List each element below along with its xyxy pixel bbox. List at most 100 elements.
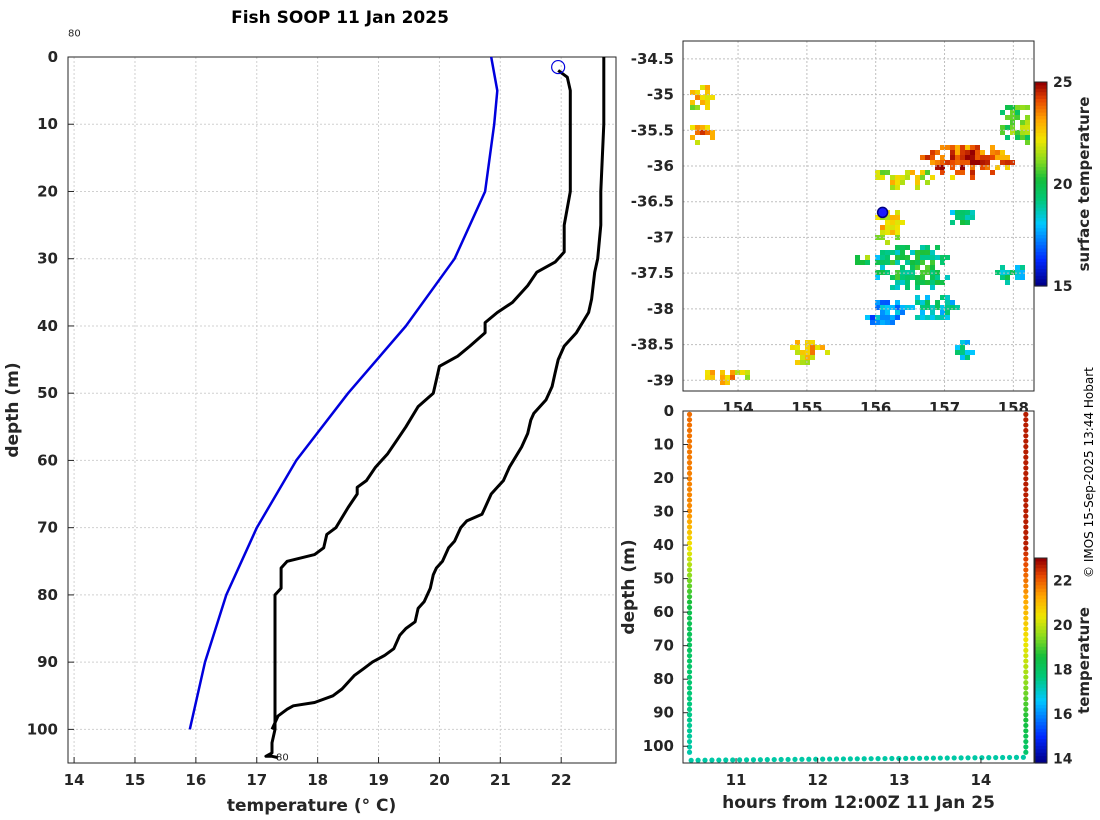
section-point — [686, 529, 693, 535]
section-point — [1023, 615, 1029, 621]
sst-pixel — [945, 255, 950, 260]
section-point — [910, 755, 916, 761]
sst-pixel — [940, 310, 945, 315]
map-colorbar-segment — [1035, 153, 1047, 158]
map-colorbar-tick: 25 — [1053, 75, 1072, 91]
section-point — [1023, 626, 1029, 632]
sst-pixel — [895, 175, 900, 180]
sst-pixel — [900, 270, 905, 275]
section-point — [1023, 706, 1029, 712]
section-point — [730, 757, 736, 763]
section-point — [882, 755, 888, 762]
section-colorbar-segment — [1035, 578, 1047, 583]
section-point — [686, 422, 693, 428]
map-colorbar-segment — [1035, 197, 1047, 202]
profile-ytick-label: 80 — [37, 586, 58, 604]
sst-pixel — [1020, 120, 1025, 125]
sst-pixel — [935, 315, 940, 320]
section-point — [686, 519, 693, 525]
section-colorbar-tick: 18 — [1053, 662, 1072, 678]
map-colorbar-segment — [1035, 163, 1047, 168]
sst-pixel — [955, 305, 960, 310]
section-point — [1023, 679, 1029, 686]
sst-pixel — [805, 360, 810, 365]
section-colorbar-segment — [1035, 646, 1047, 651]
section-point — [1023, 712, 1029, 718]
profile-series-climatology-lower — [264, 69, 572, 760]
sst-pixel — [960, 155, 965, 160]
sst-pixel — [940, 165, 945, 170]
section-point — [686, 460, 693, 466]
section-colorbar-segment — [1035, 657, 1047, 662]
sst-pixel — [905, 305, 910, 310]
section-point — [686, 594, 693, 600]
section-point — [686, 438, 693, 444]
section-point — [1023, 620, 1029, 627]
sst-pixel — [915, 180, 920, 185]
section-point — [686, 486, 693, 493]
section-colorbar-segment — [1035, 605, 1047, 610]
profile-ytick-label: 0 — [48, 48, 58, 66]
section-point — [1023, 497, 1029, 503]
section-ytick-label: 20 — [653, 469, 674, 487]
section-point — [923, 755, 930, 761]
map-ytick-label: -35.5 — [631, 121, 674, 139]
profile-xtick-label: 21 — [490, 771, 511, 789]
section-xtick-label: 12 — [807, 771, 828, 789]
sst-pixel — [880, 315, 885, 320]
sst-pixel — [925, 170, 930, 175]
sst-pixel — [945, 300, 950, 305]
section-point — [1023, 653, 1029, 659]
section-point — [1023, 572, 1029, 578]
section-point — [1023, 738, 1029, 745]
sst-pixel — [1025, 125, 1030, 130]
sst-pixel — [1025, 115, 1030, 120]
section-point — [743, 757, 750, 763]
map-colorbar-segment — [1035, 201, 1047, 205]
section-point — [1000, 754, 1006, 761]
sst-pixel — [695, 140, 700, 145]
section-colorbar-segment — [1035, 670, 1047, 675]
profile-xtick-label: 22 — [551, 771, 572, 789]
map-colorbar-segment — [1035, 235, 1047, 239]
section-point — [1023, 540, 1029, 546]
sst-pixel — [905, 285, 910, 290]
section-point — [951, 755, 957, 761]
section-point — [686, 722, 693, 729]
sst-pixel — [880, 235, 885, 240]
sst-pixel — [880, 230, 885, 235]
sst-pixel — [800, 360, 805, 365]
sst-pixel — [700, 130, 705, 135]
sst-pixel — [805, 345, 810, 350]
section-colorbar-box — [1034, 557, 1048, 764]
sst-pixel — [970, 150, 975, 155]
map-colorbar-segment — [1035, 248, 1047, 253]
profile-xtick-label: 16 — [185, 771, 206, 789]
sst-pixel — [925, 245, 930, 250]
section-point — [686, 738, 693, 745]
section-point — [979, 755, 985, 761]
section-point — [686, 556, 693, 562]
sst-pixel — [1000, 155, 1005, 160]
profile-surface-marker — [551, 59, 566, 75]
sst-pixel — [930, 175, 935, 180]
section-colorbar-label: temperature — [1075, 607, 1093, 714]
sst-pixel — [955, 170, 960, 175]
map-colorbar-segment — [1035, 211, 1047, 216]
section-point — [686, 674, 693, 680]
sst-pixel — [865, 255, 870, 260]
section-point — [686, 701, 693, 707]
sst-pixel — [915, 260, 920, 265]
map-colorbar-segment — [1035, 85, 1047, 90]
section-colorbar-segment — [1035, 728, 1047, 733]
section-point — [1023, 701, 1029, 707]
sst-pixel — [915, 275, 920, 280]
section-point — [686, 524, 693, 530]
section-point — [1023, 454, 1029, 460]
sst-pixel — [885, 220, 890, 225]
sst-pixel — [940, 280, 945, 285]
sst-pixel — [920, 310, 925, 315]
sst-pixel — [1000, 265, 1005, 270]
sst-pixel — [820, 345, 825, 350]
sst-pixel — [920, 270, 925, 275]
